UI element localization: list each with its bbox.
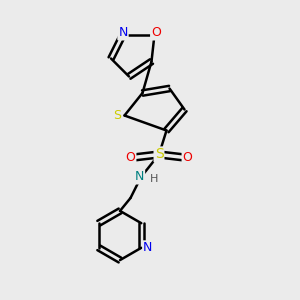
Text: N: N (135, 170, 144, 184)
Text: S: S (154, 148, 164, 161)
Text: H: H (150, 173, 159, 184)
Text: O: O (126, 151, 135, 164)
Text: N: N (143, 241, 153, 254)
Text: N: N (118, 26, 128, 40)
Text: O: O (151, 26, 161, 40)
Text: O: O (183, 151, 192, 164)
Text: S: S (113, 109, 121, 122)
